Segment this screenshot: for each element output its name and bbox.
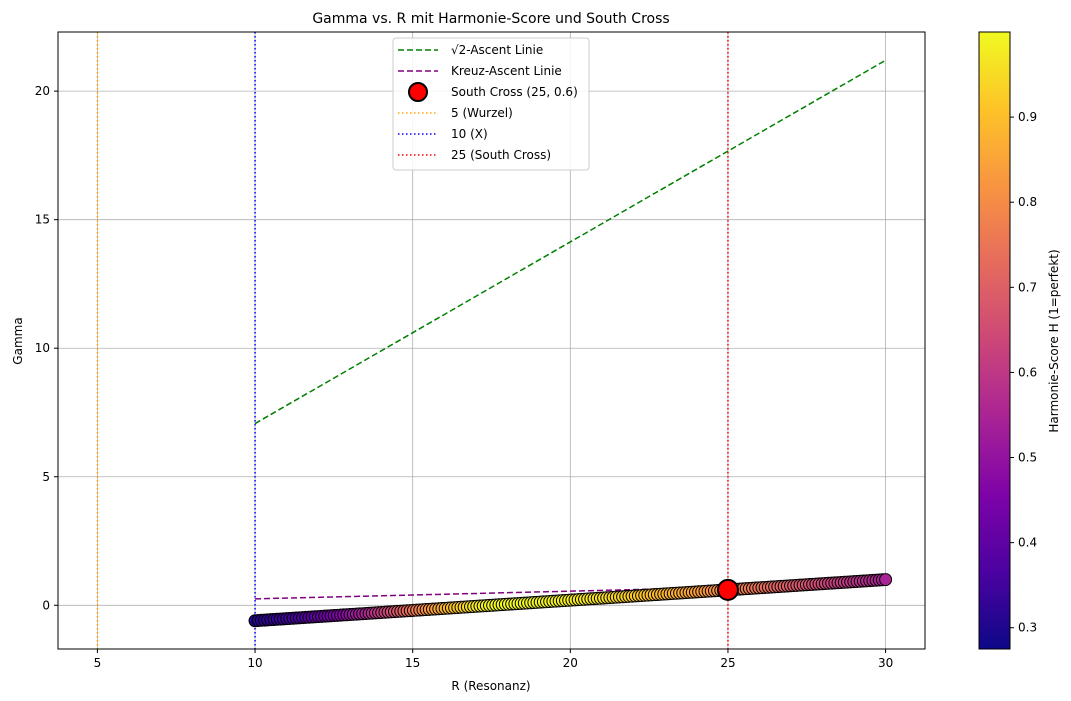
legend-box bbox=[392, 37, 590, 171]
y-axis-ticks: 0 5 10 15 20 bbox=[35, 84, 58, 612]
colorbar-tick-label: 0.4 bbox=[1018, 536, 1037, 550]
y-tick-label: 20 bbox=[35, 84, 50, 98]
x-axis-label: R (Resonanz) bbox=[451, 679, 530, 693]
plot-area bbox=[96, 32, 893, 649]
y-tick-label: 15 bbox=[35, 213, 50, 227]
chart-title: Gamma vs. R mit Harmonie-Score und South… bbox=[312, 11, 669, 27]
legend-label: 25 (South Cross) bbox=[451, 148, 551, 162]
x-tick-label: 10 bbox=[247, 656, 262, 670]
x-tick-label: 20 bbox=[563, 656, 578, 670]
colorbar bbox=[978, 31, 1011, 650]
y-tick-label: 10 bbox=[35, 341, 50, 355]
legend-swatch bbox=[408, 82, 428, 102]
y-axis-label: Gamma bbox=[11, 317, 25, 364]
legend-label: Kreuz-Ascent Linie bbox=[451, 64, 562, 78]
colorbar-tick-label: 0.5 bbox=[1018, 451, 1037, 465]
x-axis-ticks: 5 10 15 20 25 30 bbox=[94, 649, 893, 670]
plot-frame bbox=[57, 31, 926, 650]
colorbar-tick-label: 0.9 bbox=[1018, 110, 1037, 124]
colorbar-tick-label: 0.3 bbox=[1018, 621, 1037, 635]
south-cross-marker bbox=[716, 578, 739, 601]
x-tick-label: 15 bbox=[405, 656, 420, 670]
legend: √2-Ascent Linie Kreuz-Ascent Linie South C… bbox=[392, 37, 590, 171]
legend-label: 10 (X) bbox=[451, 127, 488, 141]
colorbar-tick-label: 0.7 bbox=[1018, 280, 1037, 294]
x-tick-label: 25 bbox=[720, 656, 735, 670]
colorbar-ticks: 0.3 0.4 0.5 0.6 0.7 0.8 0.9 bbox=[1010, 110, 1037, 635]
x-tick-label: 5 bbox=[94, 656, 102, 670]
scatter-point bbox=[879, 573, 893, 587]
x-tick-label: 30 bbox=[878, 656, 893, 670]
ascent-line bbox=[254, 59, 886, 425]
legend-label: South Cross (25, 0.6) bbox=[451, 85, 578, 99]
y-tick-label: 0 bbox=[42, 598, 50, 612]
legend-label: √2-Ascent Linie bbox=[451, 43, 543, 57]
legend-label: 5 (Wurzel) bbox=[451, 106, 513, 120]
colorbar-tick-label: 0.6 bbox=[1018, 365, 1037, 379]
colorbar-tick-label: 0.8 bbox=[1018, 195, 1037, 209]
y-tick-label: 5 bbox=[42, 470, 50, 484]
colorbar-label: Harmonie-Score H (1=perfekt) bbox=[1047, 249, 1061, 432]
